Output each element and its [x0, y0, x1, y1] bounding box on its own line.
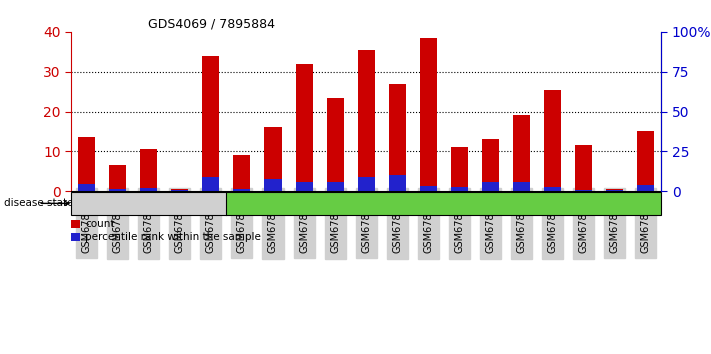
- Bar: [140, 149, 157, 191]
- Bar: [264, 127, 282, 191]
- Bar: [78, 184, 95, 191]
- Bar: [296, 64, 313, 191]
- Text: percentile rank within the sample: percentile rank within the sample: [85, 232, 261, 242]
- Bar: [71, 220, 80, 228]
- Bar: [326, 182, 343, 191]
- Bar: [140, 188, 157, 191]
- Bar: [606, 189, 623, 191]
- Bar: [637, 131, 654, 191]
- Bar: [109, 165, 127, 191]
- Bar: [203, 56, 220, 191]
- Bar: [637, 185, 654, 191]
- Bar: [451, 187, 468, 191]
- Text: disease state: disease state: [4, 198, 73, 209]
- Text: triple negative breast cancer: triple negative breast cancer: [87, 199, 210, 208]
- Bar: [71, 192, 661, 215]
- Bar: [606, 190, 623, 191]
- Bar: [171, 189, 188, 191]
- Bar: [71, 192, 226, 215]
- Bar: [78, 137, 95, 191]
- Bar: [419, 186, 437, 191]
- Bar: [171, 190, 188, 191]
- Bar: [389, 84, 406, 191]
- Bar: [389, 175, 406, 191]
- Bar: [419, 38, 437, 191]
- Bar: [358, 177, 375, 191]
- Bar: [482, 182, 499, 191]
- Text: GDS4069 / 7895884: GDS4069 / 7895884: [148, 18, 275, 31]
- Bar: [71, 233, 80, 241]
- Bar: [226, 192, 661, 215]
- Bar: [109, 189, 127, 191]
- Bar: [451, 147, 468, 191]
- Bar: [575, 190, 592, 191]
- Bar: [482, 139, 499, 191]
- Bar: [358, 50, 375, 191]
- Bar: [203, 177, 220, 191]
- Bar: [544, 90, 561, 191]
- Bar: [233, 155, 250, 191]
- Bar: [326, 98, 343, 191]
- Bar: [575, 145, 592, 191]
- Bar: [544, 187, 561, 191]
- Text: count: count: [85, 219, 114, 229]
- Bar: [233, 189, 250, 191]
- Text: non-triple negative breast cancer: non-triple negative breast cancer: [356, 198, 531, 209]
- Bar: [513, 115, 530, 191]
- Bar: [296, 182, 313, 191]
- Bar: [513, 182, 530, 191]
- Bar: [264, 179, 282, 191]
